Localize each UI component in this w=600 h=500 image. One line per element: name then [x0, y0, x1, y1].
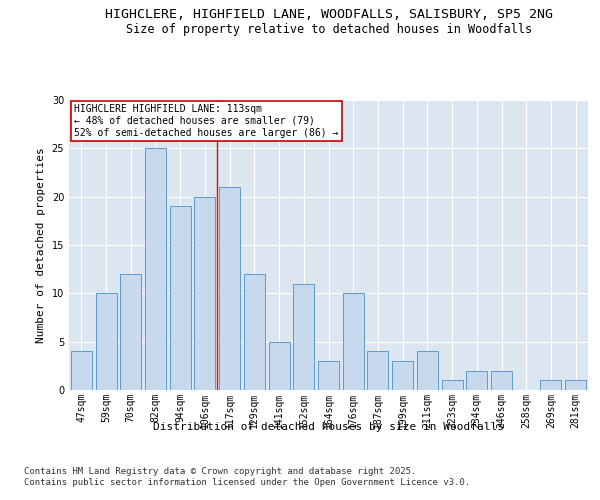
- Text: Contains HM Land Registry data © Crown copyright and database right 2025.
Contai: Contains HM Land Registry data © Crown c…: [24, 468, 470, 487]
- Bar: [541, 380, 562, 390]
- Bar: [95, 294, 116, 390]
- Bar: [442, 380, 463, 390]
- Bar: [293, 284, 314, 390]
- Text: HIGHCLERE HIGHFIELD LANE: 113sqm
← 48% of detached houses are smaller (79)
52% o: HIGHCLERE HIGHFIELD LANE: 113sqm ← 48% o…: [74, 104, 338, 138]
- Bar: [145, 148, 166, 390]
- Bar: [367, 352, 388, 390]
- Bar: [219, 187, 240, 390]
- Bar: [392, 361, 413, 390]
- Bar: [120, 274, 141, 390]
- Bar: [343, 294, 364, 390]
- Text: Size of property relative to detached houses in Woodfalls: Size of property relative to detached ho…: [126, 22, 532, 36]
- Bar: [244, 274, 265, 390]
- Y-axis label: Number of detached properties: Number of detached properties: [36, 147, 46, 343]
- Bar: [269, 342, 290, 390]
- Bar: [466, 370, 487, 390]
- Bar: [417, 352, 438, 390]
- Text: HIGHCLERE, HIGHFIELD LANE, WOODFALLS, SALISBURY, SP5 2NG: HIGHCLERE, HIGHFIELD LANE, WOODFALLS, SA…: [105, 8, 553, 20]
- Bar: [71, 352, 92, 390]
- Bar: [565, 380, 586, 390]
- Bar: [318, 361, 339, 390]
- Text: Distribution of detached houses by size in Woodfalls: Distribution of detached houses by size …: [154, 422, 504, 432]
- Bar: [170, 206, 191, 390]
- Bar: [491, 370, 512, 390]
- Bar: [194, 196, 215, 390]
